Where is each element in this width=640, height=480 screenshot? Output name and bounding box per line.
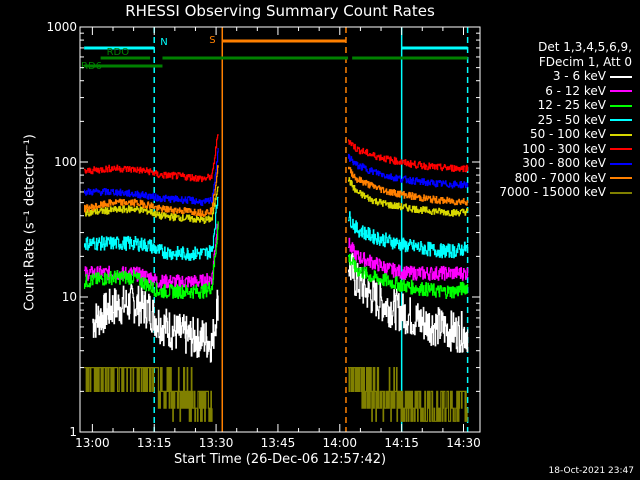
legend-entry: 800 - 7000 keV (472, 171, 632, 186)
status-bar-label: S (209, 35, 215, 46)
legend-entry: 100 - 300 keV (472, 142, 632, 157)
legend-label: 7000 - 15000 keV (499, 185, 606, 199)
series-line-5-0 (84, 134, 219, 183)
legend-swatch (610, 148, 632, 150)
x-tick-label: 13:30 (199, 436, 234, 450)
y-tick-label: 10 (62, 290, 77, 304)
x-tick-label: 14:15 (384, 436, 419, 450)
legend-entry: 7000 - 15000 keV (472, 185, 632, 200)
series-line-1-1 (348, 237, 469, 281)
legend-swatch (610, 162, 632, 165)
legend-label: 100 - 300 keV (522, 141, 606, 156)
x-tick-label: 14:30 (446, 436, 481, 450)
x-tick-label: 13:15 (137, 436, 172, 450)
legend-label: 3 - 6 keV (552, 69, 606, 83)
y-tick-label: 1000 (46, 20, 77, 34)
series-line-4-0 (84, 186, 219, 224)
timestamp: 18-Oct-2021 23:47 (548, 466, 634, 476)
plot-frame (79, 26, 481, 433)
series-line-6-1 (348, 153, 469, 189)
series-line-2-0 (84, 221, 219, 299)
status-bar-label: RD6 (81, 61, 102, 72)
legend-swatch (610, 119, 632, 121)
series-line-6-0 (84, 148, 219, 206)
legend-entry: 12 - 25 keV (472, 98, 632, 113)
series-line-3-0 (84, 196, 219, 261)
series-line-2-1 (348, 253, 469, 299)
series-line-0-0 (92, 283, 219, 363)
legend-label: 25 - 50 keV (537, 112, 606, 127)
legend-label: 50 - 100 keV (529, 127, 606, 141)
series-line-0-1 (348, 253, 469, 353)
legend-label: 300 - 800 keV (522, 156, 606, 170)
series-line-8-0 (84, 367, 213, 422)
legend-swatch (610, 133, 632, 136)
chart-title: RHESSI Observing Summary Count Rates (125, 2, 435, 20)
legend-swatch (610, 90, 632, 92)
legend-entry: 3 - 6 keV (472, 69, 632, 84)
legend-entry: 25 - 50 keV (472, 113, 632, 128)
legend-swatch (610, 191, 632, 194)
series-line-8-1 (348, 367, 468, 422)
series-line-4-1 (348, 177, 469, 217)
legend-swatch (610, 104, 632, 107)
series-line-7-1 (348, 166, 469, 206)
legend-entry: 300 - 800 keV (472, 156, 632, 171)
x-tick-label: 13:00 (75, 436, 110, 450)
legend-label: 800 - 7000 keV (514, 170, 606, 185)
x-axis-label: Start Time (26-Dec-06 12:57:42) (173, 452, 387, 467)
legend-swatch (610, 177, 632, 179)
status-bar-label: N (160, 37, 167, 48)
legend-header: FDecim 1, Att 0 (538, 54, 632, 69)
status-bar-label: RDO (107, 47, 130, 58)
legend-entry: 6 - 12 keV (472, 84, 632, 99)
legend-swatch (610, 75, 632, 78)
y-tick-label: 1 (69, 425, 77, 439)
legend-label: 6 - 12 keV (545, 83, 606, 98)
legend-header: Det 1,3,4,5,6,9, (538, 40, 632, 54)
series-line-5-1 (348, 139, 469, 173)
x-tick-label: 13:45 (261, 436, 296, 450)
legend-label: 12 - 25 keV (537, 98, 606, 112)
x-tick-label: 14:00 (322, 436, 357, 450)
series-line-1-0 (84, 222, 219, 290)
legend-entry: 50 - 100 keV (472, 127, 632, 142)
series-line-3-1 (348, 211, 469, 259)
series-line-7-0 (84, 165, 219, 217)
y-tick-label: 100 (54, 155, 77, 169)
y-axis-label: Count Rate (s⁻¹ detector⁻¹) (22, 134, 38, 311)
